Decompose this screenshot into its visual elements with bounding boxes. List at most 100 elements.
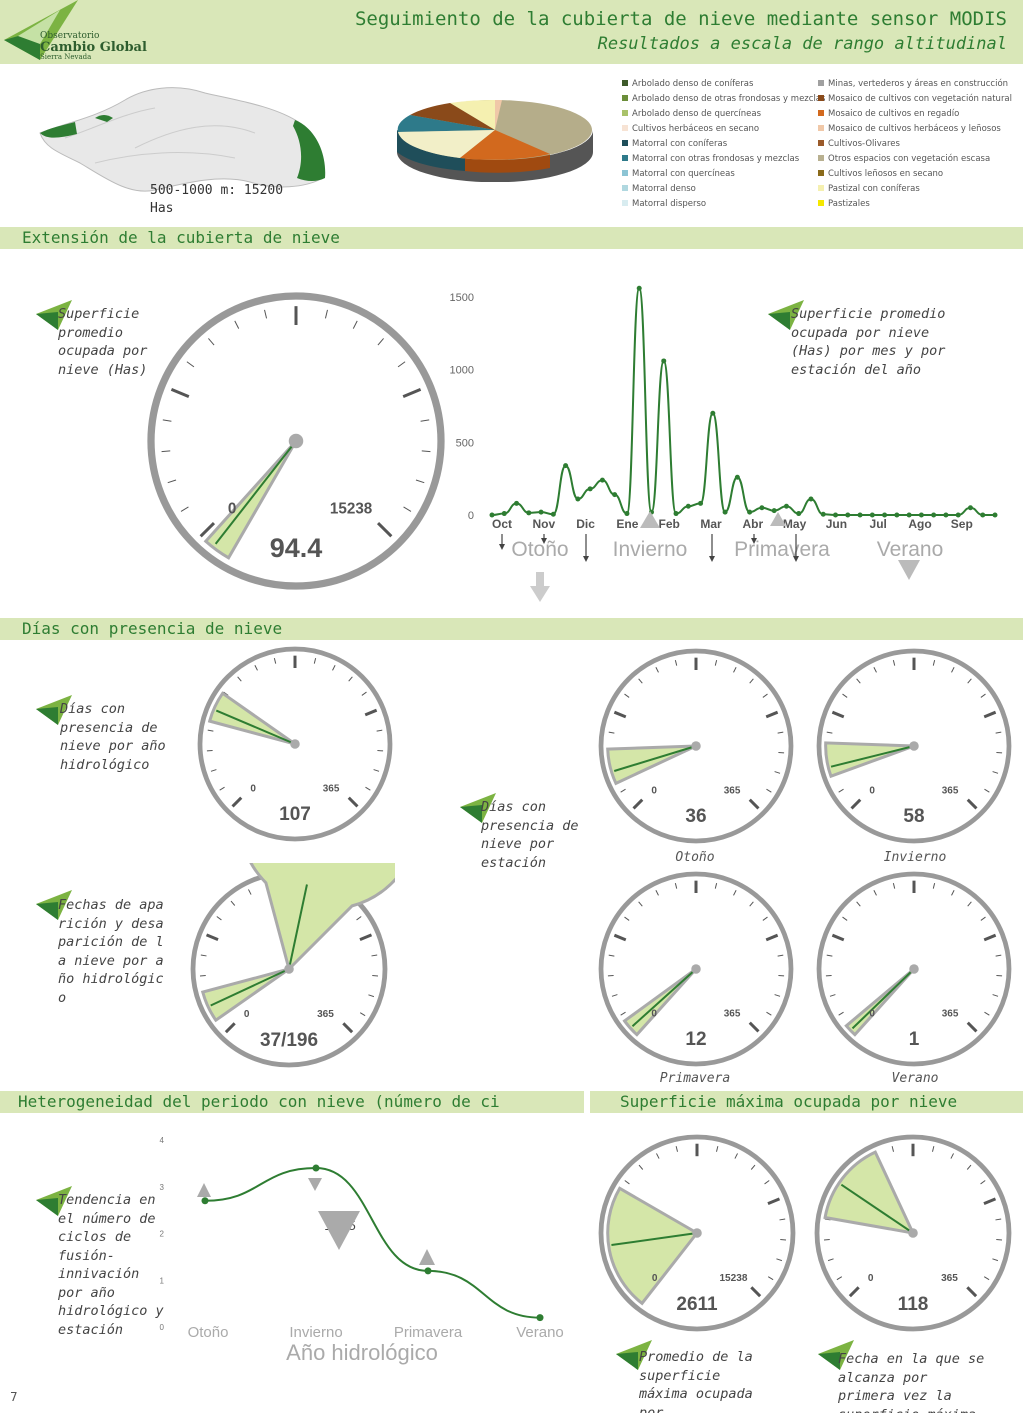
gauge-tick	[776, 1258, 783, 1262]
gauge-tick	[951, 667, 955, 673]
gauge-tick	[836, 1276, 843, 1281]
data-point	[783, 503, 789, 509]
cycles-series-line	[204, 1167, 541, 1319]
gauge-tick	[995, 1218, 1002, 1221]
gauge-tick	[733, 890, 737, 896]
gauge-tick	[376, 521, 393, 538]
spring-gauge: 0 365 12	[598, 871, 794, 1067]
section-heterogeneity: Heterogeneidad del periodo con nieve (nú…	[0, 1091, 584, 1113]
gauge-tick	[779, 1218, 786, 1221]
observatory-logo	[4, 0, 78, 60]
summer-gauge: 0 365 1	[816, 871, 1012, 1067]
legend-item: Matorral con coníferas	[622, 137, 825, 152]
legend-swatch	[622, 140, 628, 146]
gauge-tick	[892, 882, 896, 889]
range-area-label: 500-1000 m: 15200 Has	[150, 183, 284, 216]
range-map	[39, 87, 326, 192]
category-label: Otoño	[188, 1324, 229, 1341]
legend-label: Cultivos herbáceos en secano	[632, 124, 760, 134]
gauge-tick	[624, 916, 630, 921]
data-point	[575, 496, 581, 502]
legend-swatch	[818, 125, 824, 131]
gauge-range-wedge	[200, 967, 290, 1023]
gauge-tick	[611, 994, 618, 997]
gauge-tick	[774, 771, 781, 774]
legend-swatch	[818, 155, 824, 161]
data-point	[587, 486, 593, 492]
gauge-tick	[831, 933, 845, 942]
gauge-tick	[777, 731, 784, 734]
gauge-hub	[691, 964, 701, 974]
legend-label: Arbolado denso de quercíneas	[632, 109, 762, 119]
legend-swatch	[818, 95, 824, 101]
legend-label: Arbolado denso de coníferas	[632, 79, 754, 89]
gauge-tick	[966, 1286, 978, 1298]
triangle-up-icon	[197, 1183, 211, 1197]
gauge-tick	[161, 450, 171, 453]
gauge-tick	[655, 890, 659, 896]
y-tick-label: 2	[160, 1230, 165, 1239]
data-point	[501, 511, 507, 517]
leaf-icon	[616, 1340, 652, 1370]
gauge-max-label: 365	[941, 1273, 958, 1284]
data-point	[808, 496, 814, 502]
max-date-desc: Fecha en la que se alcanza por primera v…	[838, 1351, 985, 1413]
gauge-tick	[655, 667, 659, 673]
data-point	[612, 492, 618, 498]
gauge-hub	[692, 1228, 702, 1238]
gauge-max-label: 15238	[330, 501, 372, 518]
gauge-tick	[210, 769, 217, 772]
gauge-tick	[766, 788, 772, 793]
gauge-tick	[762, 916, 768, 921]
gauge-tick	[167, 479, 177, 484]
y-tick-label: 1500	[450, 292, 474, 304]
page-subtitle: Resultados a escala de rango altitudinal	[597, 34, 1007, 54]
legend-item: Mosaico de cultivos en regadío	[818, 107, 1012, 122]
gauge-tick	[376, 729, 383, 732]
gauge-tick	[984, 1011, 990, 1016]
leaf-icon	[36, 695, 72, 725]
gauge-tick	[162, 419, 172, 422]
cycles-desc: Tendencia en el número de ciclos de fusi…	[58, 1192, 164, 1338]
gauge-max-label: 365	[724, 786, 741, 797]
data-point	[882, 512, 888, 518]
legend-item: Mosaico de cultivos con vegetación natur…	[818, 92, 1012, 107]
gauge-value: 37/196	[260, 1030, 318, 1051]
gauge-tick	[620, 788, 626, 793]
gauge-tick	[313, 657, 317, 664]
gauge-needle	[215, 709, 296, 745]
month-label: Ago	[908, 517, 931, 531]
gauge-tick	[992, 994, 999, 997]
data-point	[918, 512, 924, 518]
gauge-min-label: 0	[244, 1009, 250, 1020]
gauge-tick	[714, 882, 718, 889]
gauge-tick	[842, 916, 848, 921]
gauge-min-label: 0	[869, 1009, 875, 1020]
gauge-tick	[749, 678, 754, 684]
triangle-up-icon	[640, 511, 660, 528]
gauge-max-label: 365	[323, 784, 340, 795]
data-point	[906, 512, 912, 518]
season-label: Otoño	[511, 538, 568, 561]
trend-arrow-head	[751, 538, 757, 544]
data-point	[685, 503, 691, 509]
dates-gauge: 0 365 37/196	[190, 863, 395, 1068]
x-axis-title: Año hidrológico	[286, 1340, 438, 1365]
data-point	[624, 511, 630, 517]
gauge-needle	[631, 968, 697, 1027]
gauge-tick	[373, 769, 380, 772]
gauge-range-wedge	[606, 1186, 700, 1306]
category-label: Primavera	[394, 1324, 463, 1341]
triangle-up-icon	[419, 1249, 435, 1265]
gauge-tick	[324, 309, 328, 319]
data-point	[722, 509, 728, 515]
legend-right: Minas, vertederos y áreas en construcció…	[818, 77, 1012, 212]
legend-item: Matorral disperso	[622, 197, 825, 212]
leaf-icon	[460, 793, 496, 823]
legend-item: Cultivos herbáceos en secano	[622, 122, 825, 137]
gauge-tick	[842, 693, 848, 698]
legend-item: Pastizales	[818, 197, 1012, 212]
y-tick-label: 4	[160, 1136, 165, 1145]
leaf-icon	[818, 1340, 854, 1370]
